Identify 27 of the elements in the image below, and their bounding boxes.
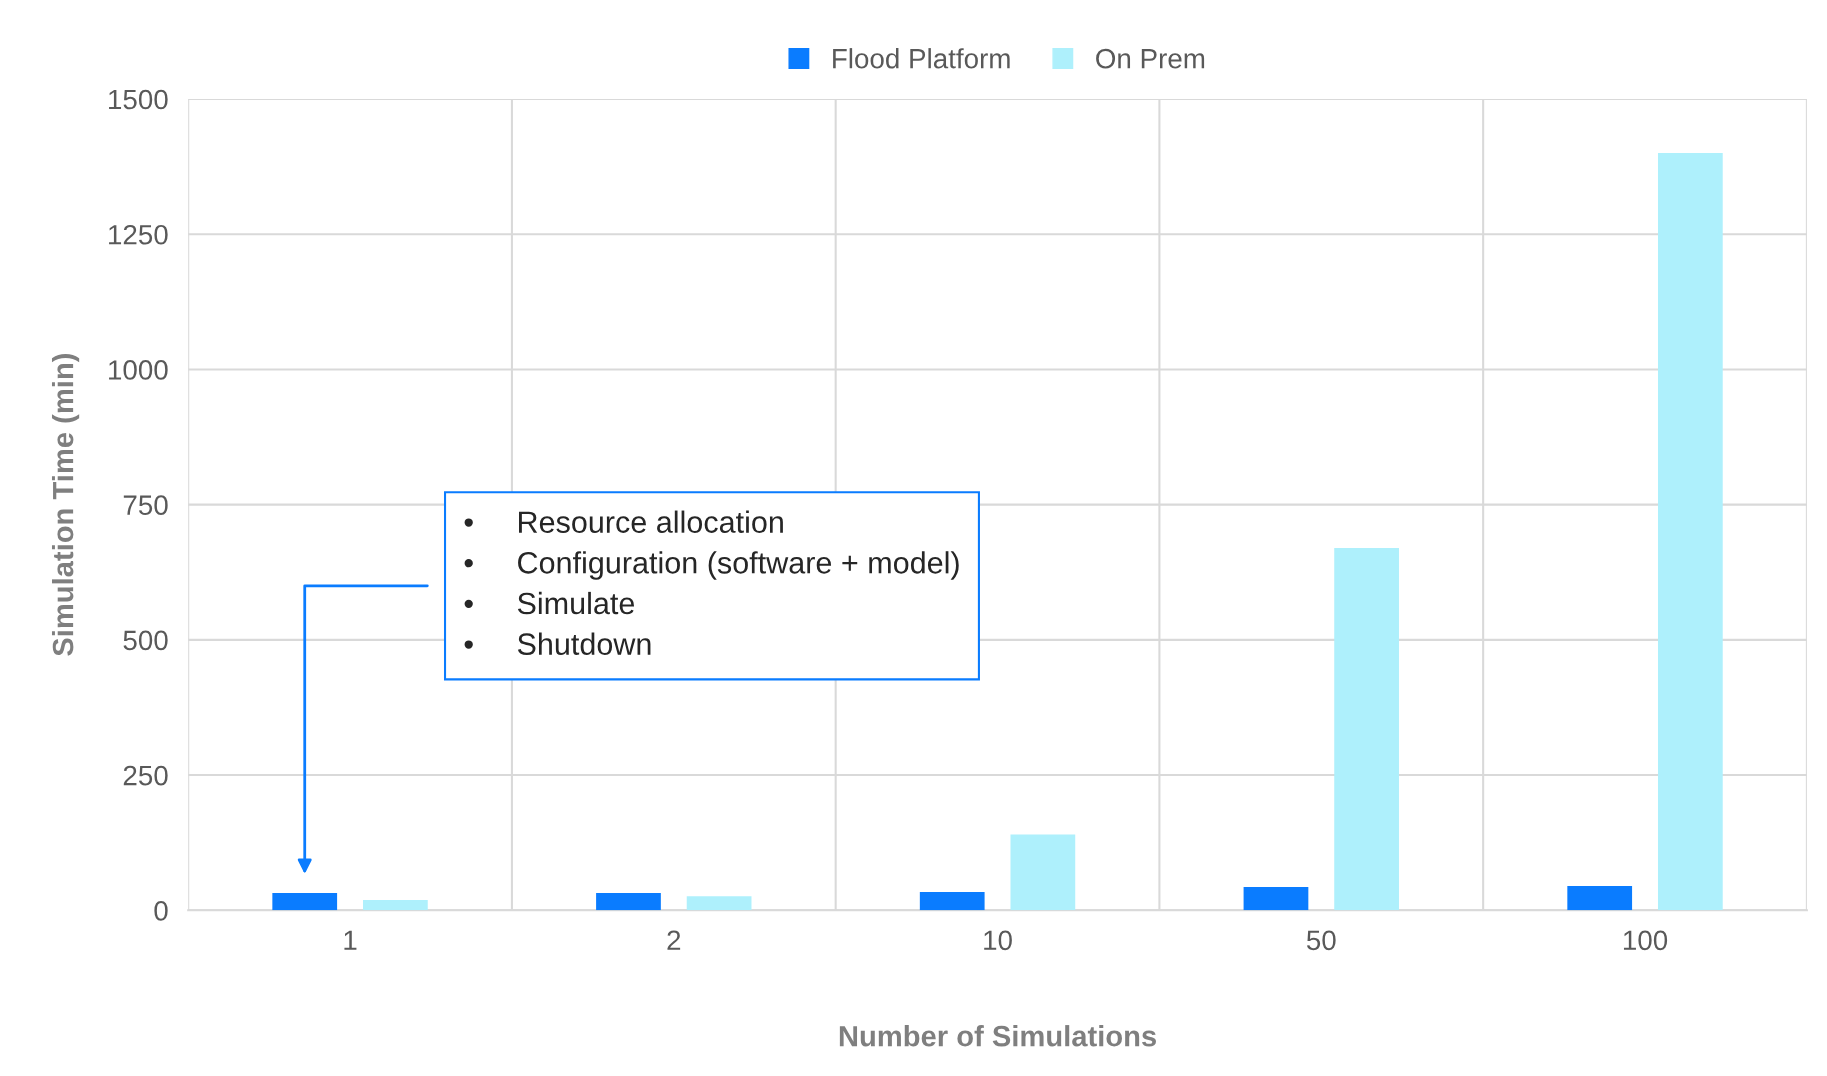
bar: [1243, 887, 1309, 911]
y-tick-label: 750: [123, 495, 168, 515]
bar: [919, 891, 985, 911]
x-tick-label: 100: [1623, 930, 1668, 951]
bar: [596, 892, 661, 911]
x-tick-label: 10: [984, 930, 1012, 951]
y-tick-label: 1250: [109, 224, 168, 245]
bar: [686, 896, 752, 911]
bar: [272, 892, 338, 911]
x-tick-label: 50: [1306, 930, 1336, 951]
y-tick-label: 1000: [109, 360, 168, 380]
y-tick-label: 250: [123, 765, 168, 786]
bar: [1010, 834, 1076, 911]
annotation: • Resource allocation • Configuration (software + model) • Simulate • Shutdown: [464, 510, 959, 655]
y-tick-label: 0: [154, 900, 168, 921]
bar: [1567, 885, 1633, 911]
x-tick-label: 1: [344, 930, 357, 950]
x-axis-title: Number of Simulations: [839, 1025, 1156, 1047]
bar: [363, 900, 428, 911]
legend-label: Flood Platform: [833, 48, 1010, 69]
y-axis-title: Simulation Time (min): [51, 354, 80, 656]
y-tick-label: 500: [123, 630, 168, 651]
bar: [1657, 153, 1723, 911]
y-tick-label: 1500: [109, 89, 168, 110]
x-tick-label: 2: [667, 930, 681, 950]
bar: [1334, 547, 1399, 911]
legend-label: On Prem: [1096, 48, 1205, 69]
